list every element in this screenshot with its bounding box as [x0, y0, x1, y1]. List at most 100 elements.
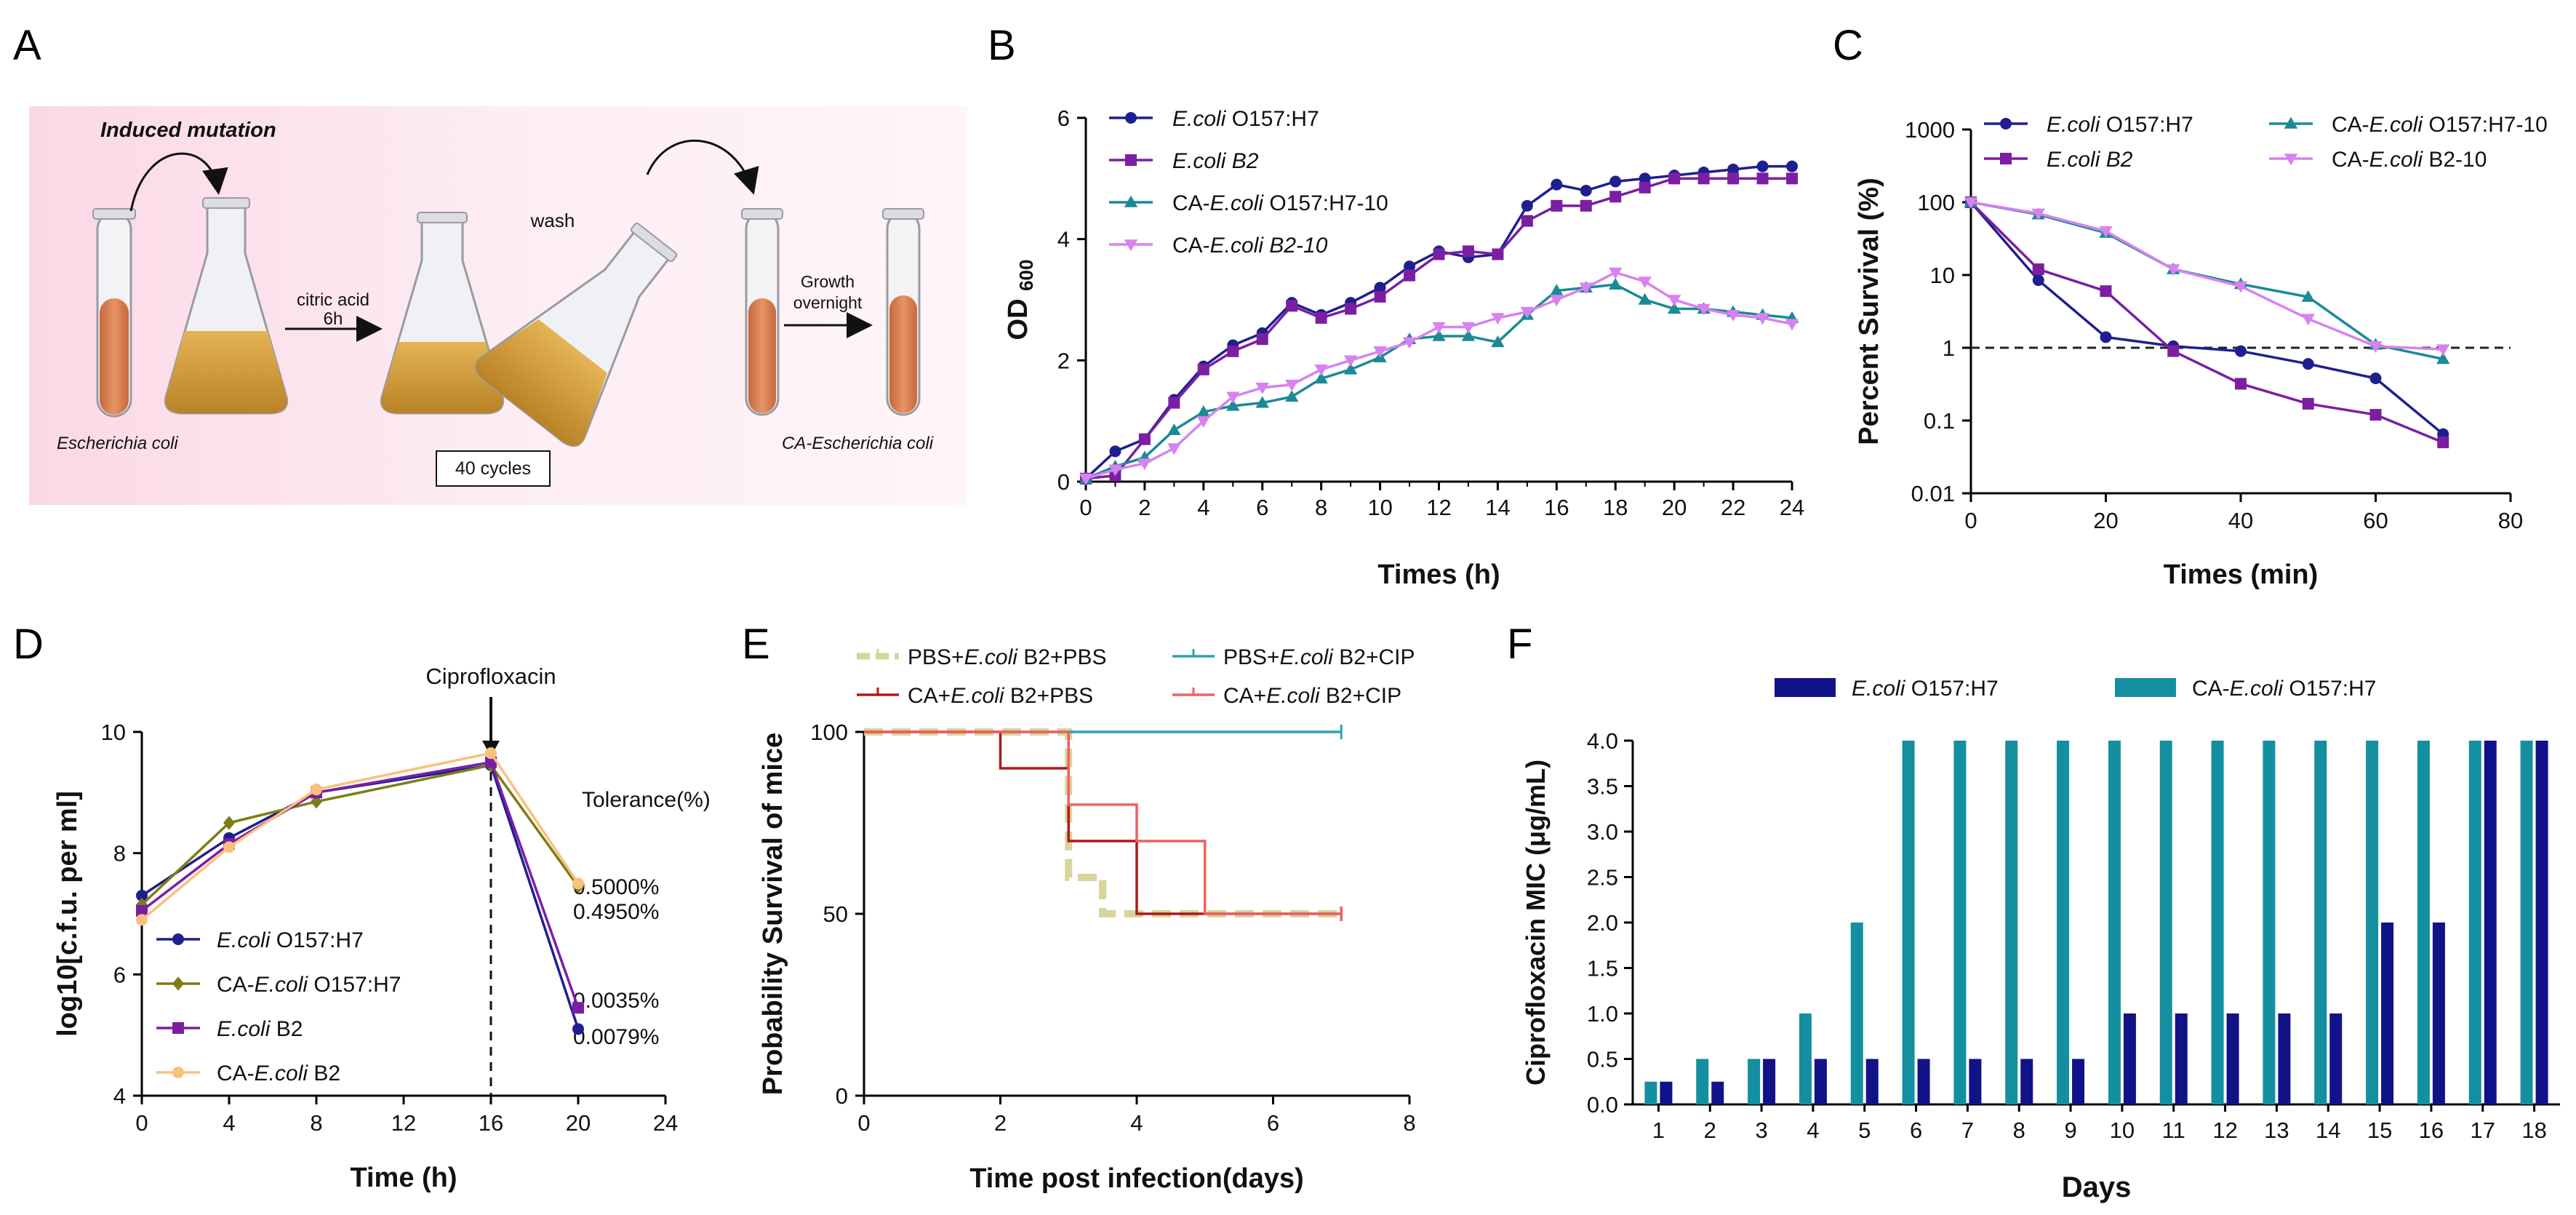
bar — [1850, 923, 1863, 1104]
x-tick-label: 24 — [653, 1110, 678, 1136]
x-tick-label: 20 — [566, 1110, 591, 1136]
bar — [1660, 1081, 1673, 1104]
legend-marker — [172, 976, 184, 991]
data-point — [2436, 352, 2450, 364]
schematic-background — [29, 106, 967, 505]
y-tick-label: 0 — [836, 1083, 848, 1109]
panel-letter-f: F — [1507, 621, 1532, 668]
legend-label: CA-E.coli O157:H7 — [2192, 677, 2376, 701]
data-point — [2032, 274, 2044, 287]
data-point — [1404, 269, 1416, 282]
tolerance-title: Tolerance(%) — [582, 788, 711, 812]
data-point — [2235, 378, 2247, 390]
y-axis-title: Probability Survival of mice — [758, 733, 788, 1095]
data-point — [2235, 345, 2247, 357]
series-line — [140, 760, 580, 1008]
cycles-label: 40 cycles — [455, 458, 531, 479]
x-tick-label: 11 — [2162, 1118, 2185, 1143]
y-tick-label: 6 — [1057, 105, 1070, 131]
data-point — [1314, 364, 1328, 377]
data-point — [1551, 178, 1563, 191]
data-point — [2301, 290, 2315, 302]
data-point — [1314, 372, 1328, 384]
data-point — [572, 877, 584, 890]
data-point — [1462, 245, 1474, 258]
x-tick-label: 9 — [2064, 1118, 2076, 1143]
y-tick-label: 4.0 — [1587, 728, 1618, 754]
data-point — [1108, 464, 1122, 477]
legend-marker — [1124, 239, 1138, 252]
bar — [2314, 741, 2327, 1104]
x-tick-label: 3 — [1755, 1118, 1767, 1143]
data-point — [1226, 391, 1240, 404]
y-tick-label: 6 — [113, 962, 126, 987]
legend-marker — [2000, 153, 2012, 164]
x-tick-label: 2 — [1704, 1118, 1716, 1143]
data-point — [1668, 172, 1681, 185]
data-point — [1667, 295, 1681, 307]
series-line — [1085, 271, 1793, 480]
cycles-box — [436, 450, 551, 487]
x-tick-label: 20 — [2093, 508, 2118, 533]
data-point — [223, 816, 235, 830]
data-point — [1727, 172, 1740, 185]
x-tick-label: 14 — [1485, 495, 1510, 520]
data-point — [2167, 264, 2180, 276]
x-tick-label: 0 — [1964, 508, 1977, 533]
x-tick-label: 18 — [1603, 495, 1628, 520]
x-tick-label: 60 — [2363, 508, 2388, 533]
data-point — [572, 1002, 584, 1014]
y-axis-title: Ciprofloxacin MIC (μg/mL) — [1521, 760, 1551, 1085]
bar — [2263, 741, 2276, 1104]
x-tick-label: 4 — [1130, 1110, 1143, 1136]
bar — [2484, 741, 2497, 1104]
data-point — [311, 784, 322, 796]
data-point — [223, 841, 235, 853]
data-point — [1609, 267, 1623, 279]
data-point — [1667, 302, 1681, 314]
y-tick-label: 0.0 — [1587, 1092, 1618, 1118]
data-point — [1404, 260, 1416, 273]
x-tick-label: 12 — [391, 1110, 416, 1136]
data-point — [2100, 331, 2112, 343]
x-tick-label: 6 — [1267, 1110, 1279, 1136]
data-point — [1256, 333, 1268, 346]
data-point — [1109, 445, 1121, 458]
data-point — [1461, 329, 1476, 341]
x-tick-label: 24 — [1780, 495, 1804, 520]
data-point — [2032, 263, 2044, 276]
series-line — [1970, 201, 2444, 351]
data-point — [1520, 306, 1535, 319]
data-point — [1609, 175, 1622, 188]
data-point — [1432, 329, 1446, 341]
bar — [1865, 1059, 1879, 1104]
data-point — [1345, 303, 1357, 315]
y-tick-label: 2.5 — [1587, 865, 1618, 891]
y-tick-label: 2.0 — [1587, 910, 1618, 936]
data-point — [1196, 405, 1211, 417]
x-tick-label: 0 — [135, 1110, 148, 1136]
x-tick-label: 16 — [479, 1110, 503, 1136]
data-point — [1138, 433, 1151, 445]
data-point — [1964, 197, 1978, 210]
y-tick-label: 10 — [1930, 263, 1955, 288]
x-tick-label: 80 — [2498, 508, 2523, 533]
x-axis-title: Times (min) — [2164, 559, 2319, 590]
bar — [2381, 923, 2394, 1104]
data-point — [1374, 290, 1386, 303]
x-tick-label: 16 — [1544, 495, 1569, 520]
y-tick-label: 4 — [113, 1083, 126, 1109]
data-point — [2369, 341, 2383, 354]
survival-curve — [864, 730, 1342, 915]
series-line — [140, 752, 580, 921]
data-point — [1756, 313, 1769, 325]
y-tick-label: 100 — [1917, 190, 1955, 215]
panel-letter-e: E — [742, 621, 770, 668]
legend-label: E.coli B2 — [2047, 148, 2133, 172]
series-line — [1969, 201, 2444, 444]
data-point — [1167, 443, 1181, 455]
x-tick-label: 8 — [1403, 1110, 1415, 1136]
panel-letter-d: D — [13, 621, 44, 668]
x-tick-label: 8 — [1315, 495, 1327, 520]
legend-label: E.coli O157:H7 — [217, 928, 364, 952]
